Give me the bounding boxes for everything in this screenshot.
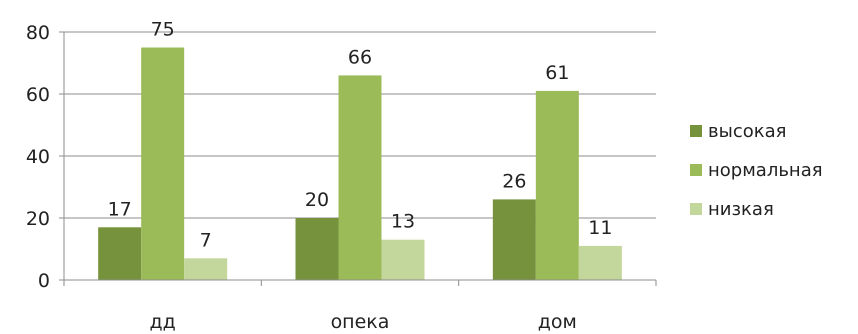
data-label: 17 — [108, 198, 132, 220]
bar-высокая-дом — [492, 199, 536, 280]
bar-высокая-опека — [295, 218, 339, 280]
data-labels: 17 75 7 20 66 13 26 61 11 — [108, 19, 613, 252]
data-label: 66 — [348, 46, 372, 68]
x-axis: дд опека дом — [63, 279, 657, 333]
data-label: 26 — [502, 170, 526, 192]
y-axis: 0 20 40 60 80 — [26, 22, 65, 292]
x-category-label: опека — [331, 311, 390, 333]
y-tick-label: 20 — [26, 208, 50, 230]
bars — [98, 47, 622, 281]
bar-низкая-дд — [184, 258, 228, 280]
x-category-label: дд — [150, 311, 176, 333]
bar-высокая-дд — [98, 227, 142, 280]
legend-swatch — [690, 164, 702, 176]
data-label: 13 — [391, 211, 415, 233]
bar-нормальная-дом — [535, 90, 579, 281]
data-label: 20 — [305, 189, 329, 211]
x-category-label: дом — [538, 311, 577, 333]
legend: высокая нормальная низкая — [690, 121, 823, 220]
bar-нормальная-опека — [338, 75, 382, 281]
y-tick-label: 0 — [38, 270, 50, 292]
bar-нормальная-дд — [141, 47, 185, 280]
legend-label: низкая — [708, 199, 774, 220]
bar-низкая-дом — [578, 245, 622, 280]
legend-swatch — [690, 125, 702, 137]
data-label: 75 — [151, 19, 175, 41]
legend-label: высокая — [708, 121, 786, 142]
y-tick-label: 80 — [26, 22, 50, 44]
data-label: 61 — [545, 62, 569, 84]
data-label: 7 — [200, 229, 212, 251]
y-tick-label: 60 — [26, 84, 50, 106]
legend-swatch — [690, 203, 702, 215]
bar-низкая-опека — [381, 239, 425, 280]
data-label: 11 — [588, 217, 612, 239]
legend-label: нормальная — [708, 160, 823, 181]
y-tick-label: 40 — [26, 146, 50, 168]
